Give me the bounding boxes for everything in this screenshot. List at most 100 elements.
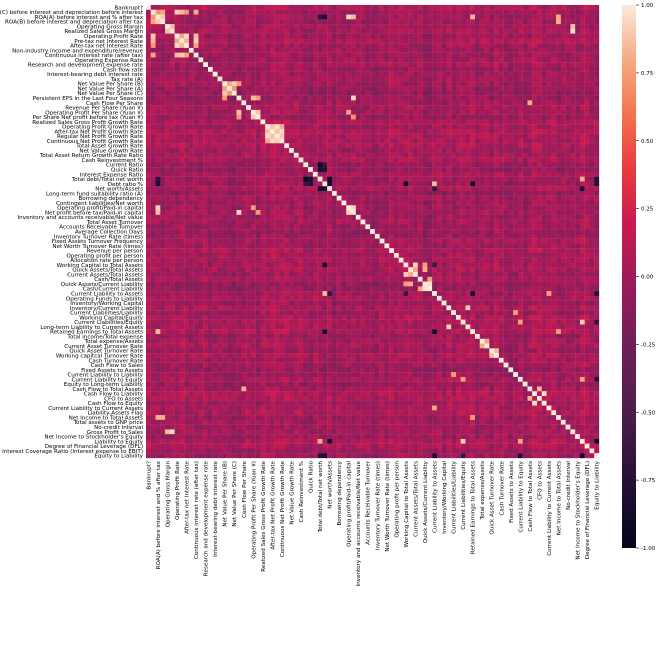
heatmap-cell	[489, 57, 495, 63]
heatmap-cell	[279, 14, 285, 20]
heatmap-cell	[341, 9, 347, 15]
heatmap-cell	[494, 128, 500, 134]
heatmap-cell	[355, 205, 361, 211]
heatmap-cell	[370, 128, 376, 134]
heatmap-cell	[188, 152, 194, 158]
heatmap-cell	[494, 229, 500, 235]
heatmap-cell	[346, 95, 352, 101]
heatmap-cell	[579, 167, 585, 173]
heatmap-cell	[203, 167, 209, 173]
heatmap-cell	[589, 71, 595, 77]
heatmap-cell	[303, 233, 309, 239]
heatmap-cell	[355, 186, 361, 192]
heatmap-cell	[532, 143, 538, 149]
heatmap-cell	[508, 95, 514, 101]
heatmap-cell	[560, 24, 566, 29]
heatmap-cell	[417, 81, 423, 87]
heatmap-cell	[408, 138, 414, 144]
heatmap-cell	[432, 152, 438, 158]
heatmap-cell	[498, 210, 504, 215]
heatmap-cell	[217, 62, 223, 68]
heatmap-cell	[227, 76, 232, 82]
heatmap-cell	[308, 76, 314, 82]
heatmap-cell	[212, 148, 218, 153]
heatmap-cell	[169, 200, 175, 206]
heatmap-cell	[146, 24, 151, 29]
heatmap-cell	[365, 233, 371, 239]
heatmap-cell	[532, 28, 538, 34]
heatmap-cell	[150, 62, 156, 68]
heatmap-cell	[470, 157, 476, 163]
heatmap-cell	[527, 229, 533, 235]
heatmap-cell	[560, 238, 566, 244]
heatmap-cell	[570, 176, 576, 182]
heatmap-cell	[432, 143, 438, 149]
heatmap-cell	[227, 186, 232, 192]
heatmap-cell	[551, 233, 557, 239]
heatmap-cell	[160, 86, 166, 91]
heatmap-cell	[351, 190, 356, 196]
heatmap-cell	[432, 186, 438, 192]
heatmap-cell	[327, 9, 333, 15]
heatmap-cell	[508, 243, 514, 249]
heatmap-cell	[336, 38, 342, 44]
heatmap-cell	[584, 62, 590, 68]
heatmap-cell	[255, 119, 261, 125]
heatmap-cell	[451, 90, 457, 96]
heatmap-cell	[556, 19, 562, 25]
heatmap-cell	[470, 162, 476, 168]
heatmap-cell	[541, 38, 547, 44]
heatmap-cell	[446, 57, 452, 63]
heatmap-cell	[165, 224, 170, 230]
heatmap-cell	[284, 24, 290, 29]
heatmap-cell	[169, 162, 175, 168]
heatmap-cell	[308, 71, 314, 77]
heatmap-cell	[317, 143, 323, 149]
heatmap-cell	[403, 171, 409, 177]
heatmap-cell	[146, 114, 151, 120]
heatmap-cell	[193, 224, 199, 230]
heatmap-cell	[203, 128, 209, 134]
heatmap-cell	[517, 81, 523, 87]
heatmap-cell	[541, 181, 547, 187]
heatmap-cell	[198, 233, 204, 239]
heatmap-cell	[465, 43, 471, 49]
heatmap-cell	[527, 28, 533, 34]
heatmap-cell	[475, 162, 480, 168]
heatmap-cell	[498, 157, 504, 163]
heatmap-cell	[370, 238, 376, 244]
heatmap-cell	[351, 238, 356, 244]
heatmap-cell	[274, 119, 280, 125]
heatmap-cell	[169, 81, 175, 87]
heatmap-cell	[413, 66, 418, 72]
heatmap-cell	[565, 181, 571, 187]
heatmap-cell	[355, 24, 361, 29]
heatmap-cell	[503, 114, 509, 120]
heatmap-cell	[393, 5, 399, 10]
heatmap-cell	[465, 248, 471, 254]
heatmap-cell	[579, 186, 585, 192]
heatmap-cell	[470, 71, 476, 77]
heatmap-cell	[475, 138, 480, 144]
heatmap-cell	[222, 57, 228, 63]
heatmap-cell	[365, 214, 371, 220]
heatmap-cell	[441, 24, 447, 29]
heatmap-cell	[403, 224, 409, 230]
heatmap-cell	[370, 5, 376, 10]
heatmap-cell	[393, 219, 399, 225]
heatmap-cell	[589, 167, 595, 173]
heatmap-cell	[146, 28, 151, 34]
heatmap-cell	[374, 124, 380, 130]
heatmap-cell	[165, 167, 170, 173]
heatmap-cell	[541, 248, 547, 254]
heatmap-cell	[231, 14, 237, 20]
heatmap-cell	[169, 243, 175, 249]
heatmap-cell	[494, 214, 500, 220]
heatmap-cell	[546, 52, 552, 58]
heatmap-cell	[560, 86, 566, 91]
heatmap-cell	[556, 114, 562, 120]
heatmap-cell	[355, 81, 361, 87]
heatmap-cell	[408, 14, 414, 20]
heatmap-cell	[212, 186, 218, 192]
heatmap-cell	[227, 162, 232, 168]
